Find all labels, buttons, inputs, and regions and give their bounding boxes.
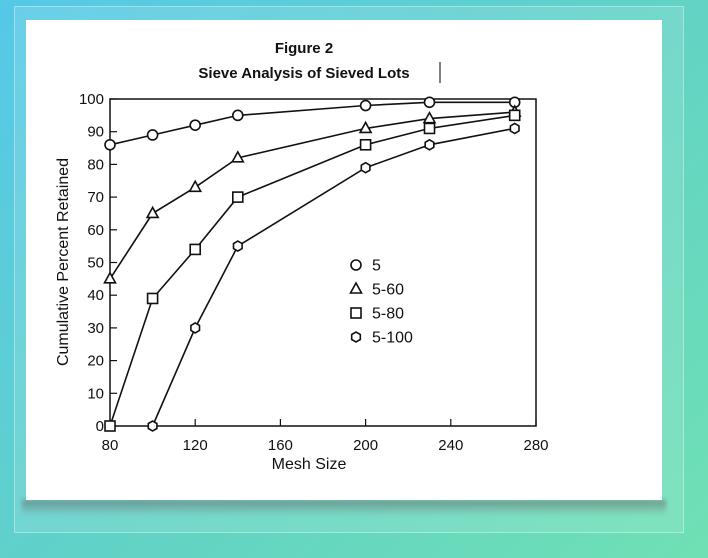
data-point-5-80 — [423, 122, 436, 135]
data-point-5-60 — [188, 179, 203, 193]
legend: 5 5-60 5-80 5-100 — [349, 258, 413, 347]
y-tick-label: 20 — [87, 353, 104, 370]
x-tick-label: 280 — [523, 437, 548, 454]
series-lines — [109, 101, 515, 427]
data-point-5-60 — [103, 271, 117, 284]
x-axis-label: Mesh Size — [272, 456, 347, 473]
legend-marker-5-80 — [350, 307, 362, 319]
legend-label-5: 5 — [372, 258, 381, 275]
legend-label-5-100: 5-100 — [372, 330, 413, 347]
y-axis-label: Cumulative Percent Retained — [55, 158, 72, 366]
x-tick-label: 160 — [268, 437, 293, 454]
series-markers — [103, 96, 522, 432]
x-tick-label: 200 — [353, 437, 378, 454]
legend-label-5-80: 5-80 — [372, 306, 404, 323]
data-point-5 — [232, 109, 244, 122]
data-point-5-100 — [147, 420, 158, 432]
series-line-5 — [109, 101, 515, 146]
data-point-5-60 — [422, 110, 437, 124]
y-tick-label: 40 — [87, 287, 104, 304]
y-tick-label: 0 — [96, 418, 104, 435]
data-point-5 — [189, 119, 201, 131]
chart-title: Figure 2 — [275, 40, 333, 57]
data-point-5-100 — [190, 321, 201, 334]
legend-marker-5-100 — [350, 331, 362, 343]
data-point-5-80 — [359, 138, 372, 151]
data-point-5-80 — [508, 109, 521, 122]
data-point-5-100 — [360, 161, 371, 174]
x-tick-label: 240 — [438, 437, 463, 454]
data-point-5-60 — [145, 205, 160, 219]
y-tick-label: 80 — [87, 156, 104, 173]
y-tick-label: 10 — [87, 385, 104, 402]
series-line-5-80 — [109, 114, 515, 427]
series-line-5-100 — [151, 127, 515, 427]
x-tick-label: 80 — [102, 437, 119, 454]
chart-paper: Figure 2 Sieve Analysis of Sieved Lots 0… — [26, 20, 662, 500]
data-point-5-60 — [230, 150, 245, 163]
data-point-5-100 — [232, 240, 243, 253]
paper-shadow — [22, 500, 666, 516]
legend-marker-5 — [350, 259, 362, 271]
y-tick-label: 100 — [79, 91, 104, 108]
data-point-5-100 — [509, 122, 520, 135]
data-point-5 — [359, 99, 372, 112]
sieve-analysis-chart: Figure 2 Sieve Analysis of Sieved Lots 0… — [55, 40, 549, 473]
data-point-5-60 — [358, 120, 373, 134]
x-tick-label: 120 — [183, 437, 208, 454]
y-tick-label: 90 — [87, 124, 104, 141]
y-tick-label: 70 — [87, 189, 104, 206]
series-line-5-60 — [109, 111, 515, 280]
chart-subtitle: Sieve Analysis of Sieved Lots — [198, 65, 409, 82]
data-point-5 — [146, 129, 159, 141]
data-point-5-80 — [232, 191, 244, 203]
y-tick-label: 60 — [87, 222, 104, 239]
data-point-5-80 — [104, 420, 116, 432]
legend-marker-5-60 — [349, 281, 363, 294]
y-tick-label: 30 — [87, 320, 104, 337]
y-tick-label: 50 — [87, 255, 104, 272]
data-point-5-80 — [146, 292, 159, 305]
data-point-5 — [423, 96, 436, 109]
axis-ticks: 0 10 20 30 40 50 60 70 80 90 100 80 120 160 200 240 280 — [79, 91, 549, 454]
data-point-5-100 — [424, 138, 435, 151]
data-point-5-80 — [189, 243, 201, 256]
legend-label-5-60: 5-60 — [372, 282, 404, 299]
data-point-5 — [104, 138, 116, 151]
